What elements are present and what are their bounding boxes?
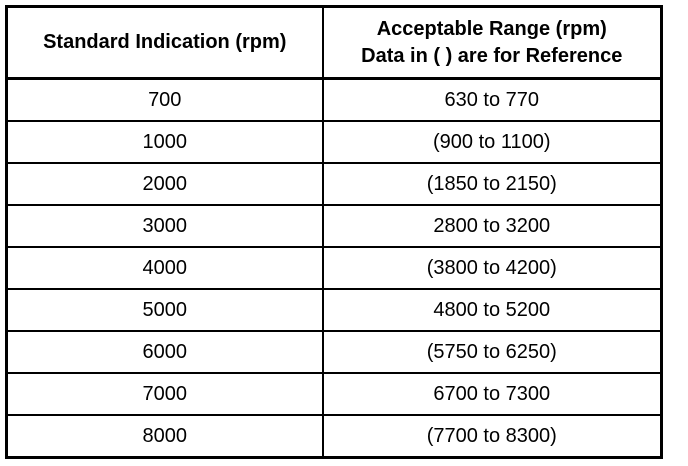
standard-rpm: 2000 — [5, 162, 324, 206]
standard-rpm: 7000 — [5, 372, 324, 416]
table-row: 3000 2800 to 3200 — [5, 204, 663, 248]
acceptable-range: (3800 to 4200) — [321, 246, 663, 290]
acceptable-range: (900 to 1100) — [321, 120, 663, 164]
acceptable-range: (7700 to 8300) — [321, 414, 663, 459]
table-row: 5000 4800 to 5200 — [5, 288, 663, 332]
standard-rpm: 3000 — [5, 204, 324, 248]
standard-rpm: 1000 — [5, 120, 324, 164]
table-row: 2000 (1850 to 2150) — [5, 162, 663, 206]
acceptable-range: 4800 to 5200 — [321, 288, 663, 332]
table-row: 4000 (3800 to 4200) — [5, 246, 663, 290]
standard-rpm: 700 — [5, 77, 324, 122]
table-row: 8000 (7700 to 8300) — [5, 414, 663, 459]
table-row: 700 630 to 770 — [5, 77, 663, 122]
standard-rpm: 6000 — [5, 330, 324, 374]
standard-rpm: 5000 — [5, 288, 324, 332]
header-row: Standard Indication (rpm) Acceptable Ran… — [5, 5, 663, 80]
header-cell: Acceptable Range (rpm) Data in ( ) are f… — [321, 5, 663, 80]
header-text: Data in ( ) are for Reference — [361, 44, 623, 67]
header-text: Standard Indication (rpm) — [43, 31, 287, 53]
acceptable-range: 6700 to 7300 — [321, 372, 663, 416]
table-row: 7000 6700 to 7300 — [5, 372, 663, 416]
table-row: 6000 (5750 to 6250) — [5, 330, 663, 374]
standard-rpm: 4000 — [5, 246, 324, 290]
table-row: 1000 (900 to 1100) — [5, 120, 663, 164]
rpm-table: Standard Indication (rpm) Acceptable Ran… — [5, 5, 663, 459]
standard-rpm: 8000 — [5, 414, 324, 459]
header-text: Acceptable Range (rpm) — [376, 17, 607, 40]
header-cell: Standard Indication (rpm) — [5, 5, 324, 80]
acceptable-range: 2800 to 3200 — [321, 204, 663, 248]
table-body: 700 630 to 770 1000 (900 to 1100) 2000 (1850 … — [5, 77, 663, 459]
acceptable-range: (5750 to 6250) — [321, 330, 663, 374]
acceptable-range: (1850 to 2150) — [321, 162, 663, 206]
acceptable-range: 630 to 770 — [321, 77, 663, 122]
